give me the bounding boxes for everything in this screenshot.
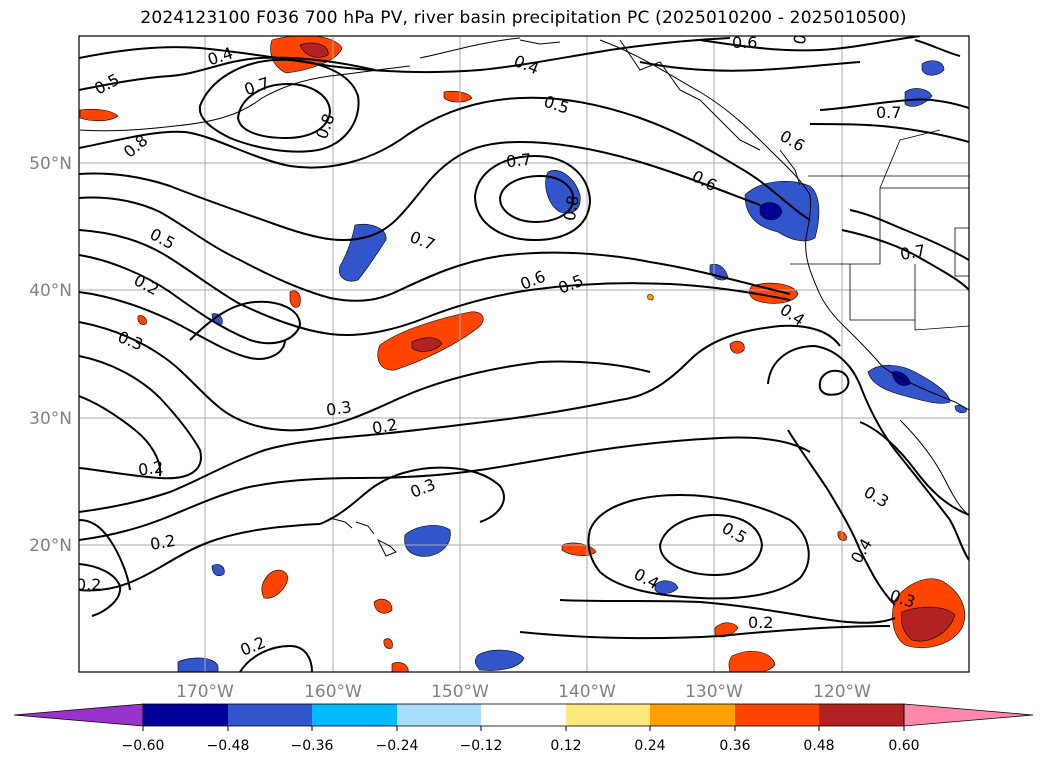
positive-precip-area — [647, 294, 654, 301]
contour-label: 0.2 — [149, 531, 177, 554]
contour-label: 0.2 — [748, 613, 773, 632]
lat-label-40n: 40°N — [29, 281, 72, 301]
negative-precip-area — [904, 88, 933, 107]
islands — [329, 39, 561, 557]
colorbar-tick-labels: −0.60 −0.48 −0.36 −0.24 −0.12 0.12 0.24 … — [122, 738, 920, 754]
negative-precip-area — [654, 580, 679, 594]
lon-label-140w: 140°W — [558, 682, 616, 702]
contour-label: 0.7 — [505, 150, 532, 172]
colorbar-outline — [142, 703, 905, 727]
negative-precip-area — [404, 525, 451, 557]
negative-precip-area — [759, 202, 783, 221]
colorbar-tick-label: −0.36 — [291, 738, 334, 754]
colorbar-tick-label: −0.24 — [376, 738, 419, 754]
colorbar-tick-label: −0.60 — [122, 738, 165, 754]
lon-label-150w: 150°W — [431, 682, 489, 702]
colorbar-tick-label: 0.12 — [550, 738, 581, 754]
positive-precip-area — [137, 315, 147, 325]
negative-precip-area — [211, 564, 225, 577]
colorbar-tick-label: 0.48 — [803, 738, 834, 754]
positive-precip-area — [729, 340, 745, 354]
positive-precip-area — [383, 638, 393, 649]
negative-precip-area — [338, 223, 387, 282]
negative-precip-area — [545, 170, 581, 214]
positive-precip-area — [299, 42, 329, 58]
contour-label: 0.8 — [560, 194, 583, 222]
negative-precip-area — [177, 657, 219, 672]
negative-precip-shading — [177, 60, 967, 672]
lon-label-130w: 130°W — [685, 682, 743, 702]
positive-precip-area — [391, 662, 409, 672]
map-plot-area: 0.4 0.5 0.7 0.8 0.8 0.4 0.5 0.6 0.8 0.7 … — [76, 18, 969, 672]
contour-label: 0.7 — [899, 241, 927, 264]
lat-label-20n: 20°N — [29, 536, 72, 556]
lat-label-50n: 50°N — [29, 154, 72, 174]
colorbar-extend-low — [13, 703, 144, 727]
colorbar-segment — [312, 704, 397, 726]
colorbar-segment — [228, 704, 312, 726]
lon-label-120w: 120°W — [813, 682, 871, 702]
map-frame — [78, 35, 970, 673]
contour-label: 0.8 — [790, 18, 813, 46]
contour-label: 0.7 — [876, 103, 901, 122]
lon-label-160w: 160°W — [304, 682, 362, 702]
colorbar-segment — [566, 704, 650, 726]
pv-contours — [79, 36, 969, 672]
longitude-labels: 170°W 160°W 150°W 140°W 130°W 120°W — [176, 682, 871, 702]
contour-label: 0.3 — [325, 397, 353, 419]
positive-precip-area — [373, 598, 393, 614]
contour-label: 0.2 — [76, 575, 101, 594]
positive-precip-shading — [79, 36, 966, 672]
colorbar-ticks — [142, 726, 905, 731]
colorbar-segment — [735, 704, 819, 726]
colorbar-segment — [650, 704, 735, 726]
positive-precip-area — [411, 337, 443, 352]
contour-label: 0.6 — [732, 33, 757, 52]
lon-label-170w: 170°W — [176, 682, 234, 702]
colorbar-extend-high — [903, 703, 1034, 727]
colorbar-segment — [481, 704, 566, 726]
colorbar-tick-label: 0.24 — [634, 738, 665, 754]
latitude-labels: 50°N 40°N 30°N 20°N — [29, 154, 72, 556]
contour-label: 0.2 — [137, 457, 165, 479]
colorbar-tick-label: 0.60 — [888, 738, 919, 754]
colorbar: −0.60 −0.48 −0.36 −0.24 −0.12 0.12 0.24 … — [13, 703, 1034, 754]
positive-precip-area — [79, 108, 119, 122]
colorbar-tick-label: −0.48 — [207, 738, 250, 754]
colorbar-segment — [819, 704, 904, 726]
colorbar-segment — [397, 704, 481, 726]
positive-precip-area — [728, 651, 776, 672]
colorbar-segment — [143, 704, 228, 726]
contour-label: 0.2 — [371, 415, 399, 438]
positive-precip-area — [261, 569, 289, 599]
negative-precip-area — [921, 60, 945, 76]
lat-label-30n: 30°N — [29, 409, 72, 429]
positive-precip-area — [289, 290, 301, 308]
positive-precip-area — [443, 90, 473, 103]
colorbar-tick-label: 0.36 — [719, 738, 750, 754]
coastlines — [79, 37, 969, 516]
positive-precip-area — [901, 606, 956, 642]
political-borders — [790, 129, 969, 331]
colorbar-tick-label: −0.12 — [460, 738, 503, 754]
negative-precip-area — [474, 649, 525, 671]
map-title: 2024123100 F036 700 hPa PV, river basin … — [140, 8, 907, 28]
